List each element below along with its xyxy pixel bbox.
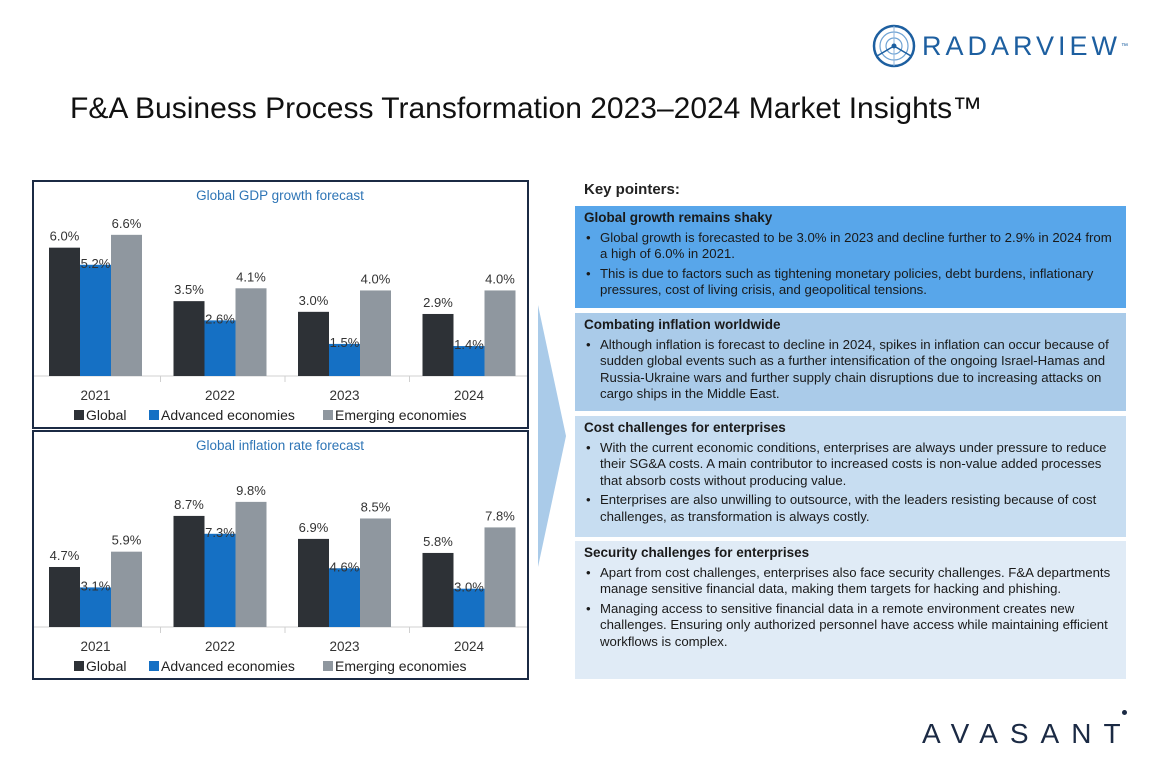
bar-global: [173, 515, 205, 627]
legend-swatch: [74, 410, 84, 420]
radarview-logo: RADARVIEW ™: [872, 24, 1128, 68]
data-label: 5.8%: [423, 534, 453, 549]
bullet-item: With the current economic conditions, en…: [586, 440, 1117, 490]
legend-swatch: [323, 661, 333, 671]
bar-advanced-economies: [204, 320, 236, 376]
data-label: 5.9%: [112, 533, 142, 548]
bar-emerging-economies: [484, 527, 516, 627]
bar-advanced-economies: [329, 568, 360, 627]
legend-swatch: [74, 661, 84, 671]
data-label: 1.5%: [330, 335, 360, 350]
data-label: 4.0%: [485, 271, 515, 286]
trademark: ™: [1121, 42, 1129, 50]
data-label: 3.0%: [454, 580, 484, 595]
key-pointers-heading: Key pointers:: [584, 181, 680, 198]
legend-label: Emerging economies: [335, 407, 467, 423]
data-label: 2.9%: [423, 295, 453, 310]
bullet-item: Global growth is forecasted to be 3.0% i…: [586, 230, 1117, 263]
section-title: Cost challenges for enterprises: [584, 420, 786, 435]
bullet-item: This is due to factors such as tightenin…: [586, 266, 1117, 299]
bullet-item: Managing access to sensitive financial d…: [586, 601, 1117, 651]
bar-advanced-economies: [80, 264, 111, 376]
data-label: 3.5%: [174, 282, 204, 297]
data-label: 6.9%: [299, 520, 329, 535]
bar-global: [298, 311, 329, 376]
x-tick-label: 2023: [329, 388, 359, 403]
bar-advanced-economies: [453, 346, 485, 376]
data-label: 8.7%: [174, 497, 204, 512]
legend-label: Advanced economies: [161, 658, 295, 674]
pointer-section: Security challenges for enterprises Apart…: [575, 541, 1126, 679]
bar-emerging-economies: [111, 551, 142, 627]
bar-global: [49, 566, 80, 627]
bar-emerging-economies: [360, 518, 391, 627]
data-label: 4.6%: [330, 559, 360, 574]
legend-swatch: [149, 410, 159, 420]
bar-emerging-economies: [484, 290, 516, 376]
avasant-logo-dot: [1122, 710, 1127, 715]
pointer-section: Cost challenges for enterprises With the …: [575, 416, 1126, 537]
data-label: 1.4%: [454, 337, 484, 352]
bar-advanced-economies: [204, 533, 236, 627]
legend-swatch: [149, 661, 159, 671]
data-label: 7.8%: [485, 508, 515, 523]
data-label: 6.0%: [50, 229, 80, 244]
chevron-arrow-icon: [538, 305, 566, 567]
data-label: 7.3%: [205, 525, 235, 540]
data-label: 5.2%: [81, 256, 111, 271]
bullet-item: Apart from cost challenges, enterprises …: [586, 565, 1117, 598]
bar-emerging-economies: [235, 288, 267, 376]
x-tick-label: 2021: [80, 388, 110, 403]
data-label: 9.8%: [236, 483, 266, 498]
legend-label: Emerging economies: [335, 658, 467, 674]
pointer-section: Global growth remains shaky Global growth…: [575, 206, 1126, 308]
section-title: Combating inflation worldwide: [584, 317, 781, 332]
section-title: Global growth remains shaky: [584, 210, 773, 225]
x-tick-label: 2023: [329, 639, 359, 654]
x-tick-label: 2024: [454, 388, 485, 403]
x-tick-label: 2024: [454, 639, 485, 654]
section-title: Security challenges for enterprises: [584, 545, 810, 560]
bullet-item: Enterprises are also unwilling to outsou…: [586, 492, 1117, 525]
x-tick-label: 2022: [205, 639, 235, 654]
legend-label: Advanced economies: [161, 407, 295, 423]
bar-advanced-economies: [453, 588, 485, 627]
bar-advanced-economies: [80, 587, 111, 627]
radar-icon: [872, 24, 916, 68]
inflation-chart: Global inflation rate forecast 4.7% 3.1% 5.…: [32, 430, 529, 680]
bar-global: [49, 247, 80, 376]
legend-label: Global: [86, 658, 126, 674]
bar-global: [422, 552, 454, 627]
data-label: 3.1%: [81, 578, 111, 593]
chart-title: Global inflation rate forecast: [196, 438, 364, 453]
data-label: 4.0%: [361, 271, 391, 286]
data-label: 3.0%: [299, 293, 329, 308]
avasant-logo: AVASANT: [922, 718, 1133, 749]
x-tick-label: 2021: [80, 639, 110, 654]
data-label: 4.7%: [50, 548, 80, 563]
bar-emerging-economies: [360, 290, 391, 376]
bar-global: [173, 301, 205, 376]
bullet-item: Although inflation is forecast to declin…: [586, 337, 1117, 403]
legend-label: Global: [86, 407, 126, 423]
bar-emerging-economies: [111, 234, 142, 376]
x-tick-label: 2022: [205, 388, 235, 403]
bar-advanced-economies: [329, 343, 360, 376]
bar-global: [298, 538, 329, 627]
data-label: 8.5%: [361, 499, 391, 514]
data-label: 2.6%: [205, 311, 235, 326]
chart-title: Global GDP growth forecast: [196, 188, 364, 203]
bar-emerging-economies: [235, 501, 267, 627]
radarview-wordmark: RADARVIEW: [922, 30, 1122, 61]
data-label: 4.1%: [236, 269, 266, 284]
page-title: F&A Business Process Transformation 2023…: [70, 92, 983, 125]
bar-global: [422, 313, 454, 376]
legend-swatch: [323, 410, 333, 420]
pointer-section: Combating inflation worldwide Although in…: [575, 313, 1126, 411]
data-label: 6.6%: [112, 216, 142, 231]
gdp-chart: Global GDP growth forecast 6.0% 5.2% 6.6% 20…: [32, 180, 529, 429]
